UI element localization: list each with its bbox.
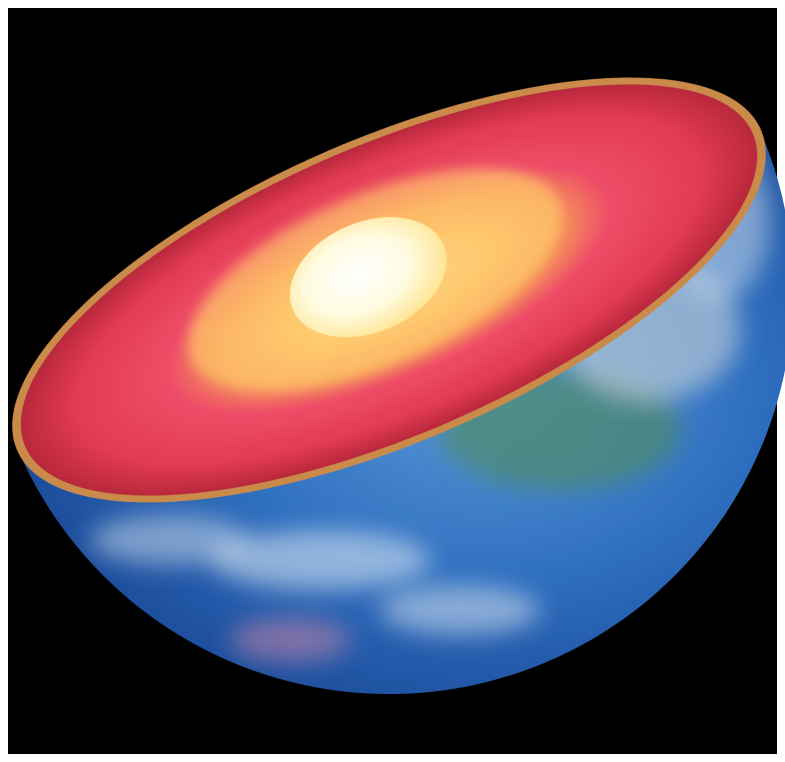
cloud <box>90 515 250 565</box>
clouds-and-land <box>90 140 770 662</box>
inner-core <box>289 217 447 338</box>
cloud <box>210 530 430 590</box>
cloud <box>380 585 540 635</box>
cross-section <box>12 77 766 503</box>
land-mass <box>230 618 350 662</box>
